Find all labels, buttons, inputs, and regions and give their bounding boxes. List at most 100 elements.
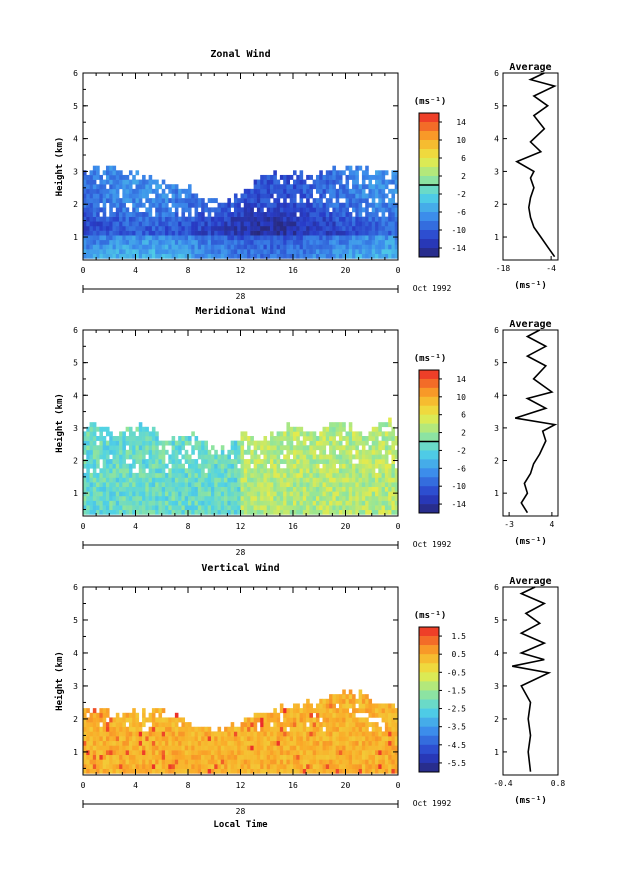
heatmap-cell — [102, 184, 107, 190]
heatmap-cell — [388, 486, 392, 492]
heatmap-cell — [325, 198, 330, 204]
heatmap-cell — [391, 472, 396, 478]
heatmap-cell — [368, 249, 373, 255]
heatmap-cell — [352, 230, 356, 236]
heatmap-cell — [128, 764, 133, 769]
heatmap-cell — [361, 722, 366, 728]
heatmap-cell — [148, 505, 153, 511]
heatmap-cell — [109, 253, 113, 259]
heatmap-cell — [256, 235, 261, 241]
heatmap-cell — [155, 184, 159, 190]
heatmap-cell — [138, 768, 143, 774]
heatmap-cell — [188, 212, 192, 217]
heatmap-cell — [142, 225, 146, 231]
heatmap-cell — [325, 505, 330, 511]
heatmap-cell — [135, 239, 140, 245]
heatmap-cell — [224, 207, 228, 213]
y-tick-label: 6 — [73, 326, 78, 335]
heatmap-cell — [109, 472, 113, 478]
heatmap-cell — [293, 253, 297, 259]
heatmap-cell — [86, 722, 90, 728]
heatmap-cell — [260, 712, 264, 718]
heatmap-cell — [230, 482, 235, 488]
heatmap-cell — [158, 505, 163, 511]
heatmap-cell — [365, 731, 369, 737]
heatmap-cell — [312, 768, 317, 774]
heatmap-cell — [102, 198, 107, 204]
heatmap-cell — [293, 764, 297, 769]
heatmap-cell — [96, 174, 100, 180]
heatmap-cell — [256, 212, 261, 217]
heatmap-cell — [109, 722, 113, 728]
heatmap-cell — [145, 717, 149, 723]
heatmap-cell — [132, 212, 136, 217]
heatmap-cell — [375, 703, 379, 709]
heatmap-cell — [365, 722, 369, 728]
heatmap-cell — [96, 500, 100, 506]
heatmap-cell — [270, 445, 274, 451]
profile-y-tick-label: 1 — [494, 489, 499, 498]
heatmap-cell — [371, 184, 376, 190]
heatmap-cell — [338, 477, 343, 483]
heatmap-cell — [247, 221, 251, 227]
heatmap-cell — [142, 468, 146, 474]
heatmap-cell — [109, 495, 113, 501]
heatmap-cell — [109, 193, 113, 199]
heatmap-cell — [109, 431, 113, 437]
heatmap-cell — [210, 736, 215, 742]
heatmap-cell — [247, 463, 251, 469]
heatmap-cell — [148, 768, 153, 774]
heatmap-cell — [355, 184, 359, 190]
x-tick-label: 8 — [186, 266, 191, 275]
heatmap-cell — [142, 235, 146, 241]
heatmap-cell — [112, 736, 117, 742]
heatmap-cell — [227, 764, 231, 769]
heatmap-cell — [184, 759, 189, 765]
heatmap-cell — [384, 754, 389, 760]
heatmap-cell — [125, 253, 130, 259]
heatmap-cell — [375, 486, 379, 492]
heatmap-cell — [119, 449, 123, 455]
heatmap-cell — [361, 193, 366, 199]
heatmap-cell — [329, 500, 333, 506]
heatmap-cell — [168, 207, 172, 213]
heatmap-cell — [381, 736, 386, 742]
heatmap-cell — [352, 698, 356, 704]
heatmap-cell — [371, 454, 376, 460]
heatmap-cell — [227, 230, 231, 236]
heatmap-cell — [391, 500, 396, 506]
heatmap-cell — [338, 750, 343, 756]
heatmap-cell — [355, 486, 359, 492]
heatmap-cell — [99, 768, 103, 774]
heatmap-cell — [332, 472, 336, 478]
heatmap-cell — [122, 193, 126, 199]
heatmap-cell — [391, 216, 396, 222]
heatmap-cell — [293, 703, 297, 709]
heatmap-cell — [361, 468, 366, 474]
heatmap-cell — [168, 495, 172, 501]
heatmap-cell — [138, 198, 143, 204]
heatmap-cell — [112, 244, 117, 250]
heatmap-cell — [99, 440, 103, 446]
heatmap-cell — [348, 472, 353, 478]
heatmap-cell — [217, 230, 222, 236]
heatmap-cell — [181, 436, 186, 441]
heatmap-cell — [283, 722, 287, 728]
heatmap-cell — [220, 736, 225, 742]
heatmap-cell — [260, 202, 264, 208]
heatmap-cell — [105, 221, 110, 227]
heatmap-cell — [145, 459, 149, 464]
heatmap-cell — [384, 495, 389, 501]
y-tick-label: 5 — [73, 359, 78, 368]
heatmap-cell — [194, 505, 199, 511]
heatmap-cell — [391, 202, 396, 208]
heatmap-cell — [191, 221, 195, 227]
heatmap-cell — [348, 436, 353, 441]
heatmap-cell — [125, 486, 130, 492]
heatmap-cell — [161, 235, 166, 241]
heatmap-cell — [240, 731, 245, 737]
heatmap-cell — [250, 486, 254, 492]
heatmap-cell — [243, 198, 248, 204]
heatmap-cell — [309, 703, 313, 709]
heatmap-cell — [250, 750, 254, 756]
